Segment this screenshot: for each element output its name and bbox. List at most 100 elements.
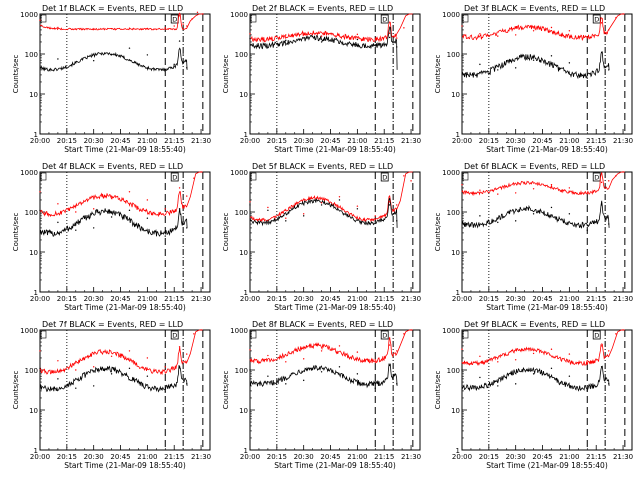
x-tick-label: 21:30 bbox=[401, 453, 421, 461]
data-point bbox=[586, 192, 588, 194]
data-point bbox=[403, 175, 405, 177]
data-point bbox=[568, 30, 571, 32]
data-point bbox=[497, 193, 499, 195]
y-axis-label: Counts/sec bbox=[434, 55, 442, 94]
data-point bbox=[75, 387, 77, 389]
flag-box bbox=[380, 14, 389, 24]
panel-title: Det 7f BLACK = Events, RED = LLD bbox=[42, 320, 183, 329]
y-axis-label: Counts/sec bbox=[12, 371, 20, 410]
data-point bbox=[550, 184, 553, 186]
flag-box bbox=[380, 330, 389, 340]
data-point bbox=[586, 36, 588, 39]
y-tick-label: 100 bbox=[235, 367, 248, 375]
flag-label: D bbox=[594, 174, 599, 182]
data-point bbox=[532, 30, 535, 32]
y-axis-label: Counts/sec bbox=[222, 55, 230, 94]
flag-box bbox=[380, 172, 389, 182]
y-tick-label: 100 bbox=[447, 209, 460, 217]
x-axis-label: Start Time (21-Mar-09 18:55:40) bbox=[486, 461, 608, 470]
data-point bbox=[92, 208, 95, 210]
data-point bbox=[164, 391, 166, 393]
x-tick-label: 21:30 bbox=[613, 453, 633, 461]
data-point bbox=[396, 350, 398, 352]
y-tick-label: 1 bbox=[456, 289, 460, 297]
x-tick-label: 20:15 bbox=[267, 453, 287, 461]
series-line-events bbox=[461, 200, 610, 229]
series-line-lld bbox=[249, 329, 413, 365]
x-tick-label: 20:30 bbox=[84, 137, 104, 145]
data-point bbox=[497, 35, 499, 37]
x-tick-label: 20:00 bbox=[452, 453, 472, 461]
series-line-events bbox=[39, 208, 188, 237]
x-tick-label: 21:15 bbox=[164, 453, 184, 461]
y-tick-label: 1 bbox=[244, 447, 248, 455]
data-point bbox=[267, 375, 269, 377]
data-point bbox=[92, 28, 95, 30]
data-point bbox=[191, 18, 193, 20]
data-point bbox=[479, 355, 481, 358]
x-tick-label: 21:30 bbox=[191, 137, 211, 145]
data-point bbox=[600, 366, 603, 368]
y-tick-label: 100 bbox=[447, 367, 460, 375]
flag-label: D bbox=[382, 174, 387, 182]
x-tick-label: 21:15 bbox=[164, 295, 184, 303]
flag-label: D bbox=[382, 16, 387, 24]
data-point bbox=[110, 27, 113, 30]
data-point bbox=[374, 387, 376, 389]
y-tick-label: 1000 bbox=[20, 327, 38, 335]
x-axis-label: Start Time (21-Mar-09 18:55:40) bbox=[64, 145, 186, 154]
data-point bbox=[608, 350, 610, 352]
data-point bbox=[146, 375, 149, 377]
data-point bbox=[57, 360, 59, 362]
data-point bbox=[356, 373, 359, 375]
x-tick-label: 20:30 bbox=[294, 453, 314, 461]
data-point bbox=[128, 47, 131, 49]
data-point bbox=[600, 51, 603, 54]
data-point bbox=[57, 58, 59, 60]
data-point bbox=[532, 352, 535, 355]
x-tick-label: 20:45 bbox=[110, 137, 130, 145]
data-point bbox=[178, 40, 181, 42]
series-line-events bbox=[39, 365, 188, 393]
y-axis-label: Counts/sec bbox=[434, 213, 442, 252]
data-point bbox=[285, 361, 287, 363]
data-point bbox=[374, 359, 376, 361]
y-tick-label: 1000 bbox=[442, 11, 460, 19]
data-point bbox=[497, 69, 499, 71]
y-axis-label: Counts/sec bbox=[12, 213, 20, 252]
x-tick-label: 21:15 bbox=[374, 453, 394, 461]
y-tick-label: 1000 bbox=[20, 11, 38, 19]
data-point bbox=[374, 38, 376, 40]
x-tick-label: 21:30 bbox=[191, 295, 211, 303]
flag-label: D bbox=[382, 332, 387, 340]
data-point bbox=[568, 353, 571, 355]
series-line-lld bbox=[461, 329, 625, 366]
corner-marker bbox=[40, 14, 47, 23]
corner-marker bbox=[250, 172, 257, 181]
data-point bbox=[285, 383, 287, 385]
data-point bbox=[514, 359, 517, 361]
data-point bbox=[356, 38, 359, 41]
x-tick-label: 21:00 bbox=[137, 295, 157, 303]
data-point bbox=[338, 199, 341, 201]
x-tick-label: 20:45 bbox=[532, 453, 552, 461]
data-point bbox=[186, 227, 188, 229]
data-point bbox=[249, 204, 251, 206]
series-line-events bbox=[249, 197, 398, 228]
x-tick-label: 20:15 bbox=[57, 453, 77, 461]
data-point bbox=[193, 177, 195, 179]
data-point bbox=[338, 366, 341, 368]
data-point bbox=[479, 215, 481, 217]
panel-det-1: Det 1f BLACK = Events, RED = LLD 1 10 100 10… bbox=[12, 4, 211, 154]
data-point bbox=[110, 54, 113, 56]
data-point bbox=[173, 63, 175, 66]
data-point bbox=[164, 208, 166, 210]
panel-det-4: Det 4f BLACK = Events, RED = LLD 1 10 100 10… bbox=[12, 162, 211, 312]
corner-marker bbox=[250, 330, 257, 339]
data-point bbox=[128, 191, 131, 193]
data-point bbox=[146, 54, 149, 56]
y-tick-label: 1000 bbox=[20, 169, 38, 177]
x-tick-label: 21:00 bbox=[137, 453, 157, 461]
corner-marker bbox=[462, 172, 469, 181]
x-tick-label: 21:00 bbox=[347, 295, 367, 303]
